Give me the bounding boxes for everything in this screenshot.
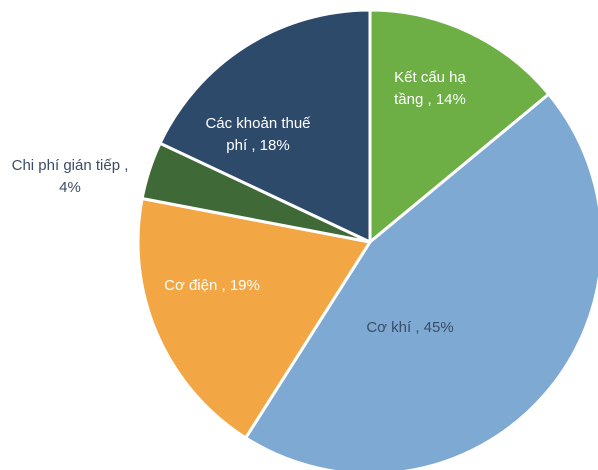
pie-label-line: Kết cấu hạ [394,69,466,86]
pie-label-1: Kết cấu hạ tầng , 14% [394,69,466,108]
pie-label-line: Cơ khí , 45% [366,319,453,336]
pie-label-line: Chi phí gián tiếp , [12,157,129,174]
pie-slice-3 [136,197,372,440]
pie-label-4: Chi phí gián tiếp , 4% [12,157,129,196]
pie-label-2: Cơ khí , 45% [366,319,453,336]
pie-slice-1 [368,8,551,244]
pie-label-3: Cơ điện , 19% [164,277,260,294]
pie-label-line: phí , 18% [226,137,289,154]
pie-label-line: tầng , 14% [394,91,466,108]
pie-label-line: Các khoản thuế [205,115,311,132]
pie-slice-2 [244,92,598,470]
pie-label-line: Cơ điện , 19% [164,277,260,294]
pie-slices [136,8,598,470]
pie-labels: Kết cấu hạ tầng , 14% Cơ khí , 45% Cơ điện … [12,69,467,336]
pie-slice-5 [158,8,372,244]
pie-label-line: 4% [59,179,81,196]
pie-label-5: Các khoản thuế phí , 18% [205,115,311,154]
